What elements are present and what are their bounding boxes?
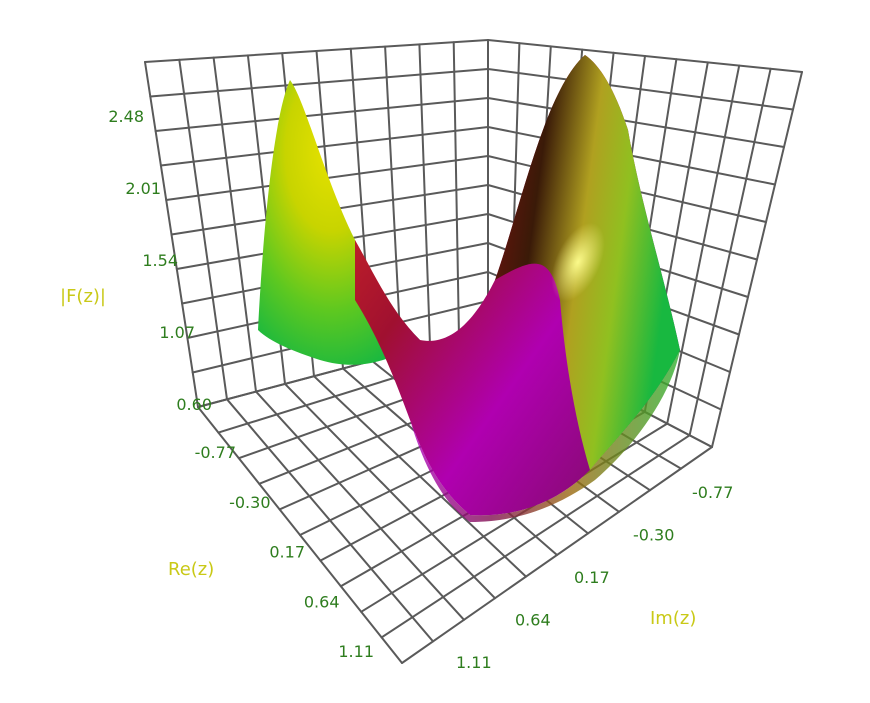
- z-axis-title: |F(z)|: [60, 286, 106, 307]
- y-axis-ticks: -0.77 -0.30 0.17 0.64 1.11: [456, 483, 733, 672]
- surface-mesh: [258, 55, 680, 522]
- left-wall-vertical-gridline: [418, 43, 431, 347]
- x-axis-ticks: -0.77 -0.30 0.17 0.64 1.11: [195, 443, 374, 661]
- y-axis-title: Im(z): [650, 608, 696, 629]
- surface-specular-highlight: [551, 222, 605, 302]
- z-axis-tick-label: 2.48: [108, 107, 144, 126]
- y-axis-tick-label: 0.17: [574, 568, 610, 587]
- y-axis-tick-label: -0.77: [692, 483, 733, 502]
- x-axis-tick-label: -0.30: [229, 493, 270, 512]
- right-wall-vertical-gridline: [688, 67, 772, 437]
- z-axis-tick-label: 0.60: [176, 395, 212, 414]
- floor-gridline-b: [401, 446, 713, 664]
- right-wall-vertical-gridline: [711, 71, 803, 448]
- right-wall-vertical-gridline: [666, 64, 741, 425]
- z-axis-ticks: 0.60 1.07 1.54 2.01 2.48: [108, 107, 212, 414]
- z-axis-tick-label: 2.01: [125, 179, 161, 198]
- left-wall-vertical-gridline: [384, 45, 402, 355]
- y-axis-tick-label: 1.11: [456, 653, 492, 672]
- y-axis-tick-label: -0.30: [633, 526, 674, 545]
- floor-gridline-b: [380, 434, 691, 639]
- z-axis-tick-label: 1.07: [159, 323, 195, 342]
- z-axis-tick-label: 1.54: [142, 251, 178, 270]
- x-axis-tick-label: 1.11: [338, 642, 374, 661]
- left-wall-vertical-gridline: [452, 41, 460, 339]
- x-axis-tick-label: 0.64: [304, 592, 340, 611]
- y-axis-tick-label: 0.64: [515, 611, 551, 630]
- surface-front-edge: [410, 350, 680, 522]
- x-axis-tick-label: 0.17: [269, 543, 305, 562]
- x-axis-title: Re(z): [168, 559, 214, 580]
- x-axis-tick-label: -0.77: [195, 443, 236, 462]
